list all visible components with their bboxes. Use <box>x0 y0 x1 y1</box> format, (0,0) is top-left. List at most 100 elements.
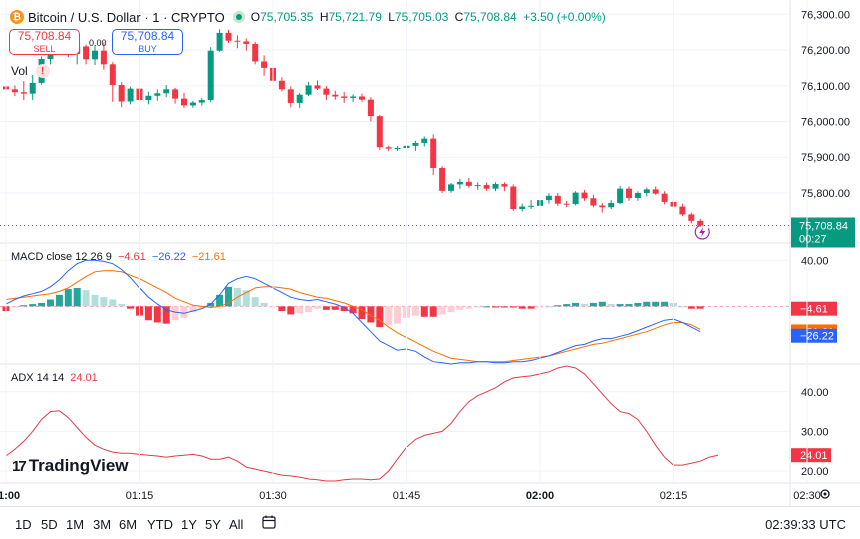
candle-body[interactable] <box>456 181 463 185</box>
candle-body[interactable] <box>465 181 472 186</box>
candle-body[interactable] <box>20 92 27 94</box>
candle-body[interactable] <box>198 100 205 103</box>
timeframe-1m[interactable]: 1M <box>66 517 85 532</box>
candle-body[interactable] <box>367 99 374 117</box>
macd-histogram-bar <box>518 306 526 309</box>
candle-body[interactable] <box>92 50 98 60</box>
calendar-icon[interactable] <box>262 515 276 529</box>
candle-body[interactable] <box>492 184 499 189</box>
clock-utc[interactable]: 02:39:33 UTC <box>765 517 846 532</box>
candle-body[interactable] <box>287 89 294 103</box>
candle-body[interactable] <box>519 206 526 210</box>
candle-body[interactable] <box>252 43 259 62</box>
candle-body[interactable] <box>412 142 419 146</box>
candle-body[interactable] <box>385 147 392 149</box>
last-price-tag-value: 75,708.84 <box>799 220 848 232</box>
candle-body[interactable] <box>430 138 437 168</box>
timeframe-5y[interactable]: 5Y <box>205 517 221 532</box>
sell-button[interactable]: 75,708.84 SELL <box>9 29 80 55</box>
symbol-title[interactable]: Bitcoin / U.S. Dollar · 1 · CRYPTO <box>28 9 225 25</box>
adx-tick-label: 30.00 <box>801 426 829 438</box>
timeframe-3m[interactable]: 3M <box>93 517 112 532</box>
candle-body[interactable] <box>501 184 508 187</box>
adx-legend[interactable]: ADX 14 14 24.01 <box>11 372 98 384</box>
timeframe-5d[interactable]: 5D <box>41 517 58 532</box>
candle-body[interactable] <box>172 89 179 99</box>
candle-body[interactable] <box>421 138 428 143</box>
candle-body[interactable] <box>332 94 339 97</box>
candle-body[interactable] <box>643 189 650 193</box>
timeframe-ytd[interactable]: YTD <box>147 517 173 532</box>
candle-body[interactable] <box>323 88 330 95</box>
candle-body[interactable] <box>483 185 490 189</box>
candle-body[interactable] <box>341 96 348 98</box>
candle-body[interactable] <box>563 203 570 205</box>
timeframe-1y[interactable]: 1Y <box>181 517 197 532</box>
timeframe-6m[interactable]: 6M <box>119 517 138 532</box>
candle-body[interactable] <box>474 185 481 187</box>
warning-icon[interactable]: ! <box>35 64 50 78</box>
macd-histogram-bar <box>696 306 704 309</box>
candle-body[interactable] <box>216 32 223 51</box>
candle-body[interactable] <box>652 189 659 194</box>
buy-button[interactable]: 75,708.84 BUY <box>112 29 183 55</box>
candle-body[interactable] <box>296 94 303 103</box>
candle-body[interactable] <box>697 220 704 226</box>
candle-body[interactable] <box>109 64 116 86</box>
lightning-icon[interactable] <box>694 224 710 240</box>
macd-histogram-bar <box>20 305 28 307</box>
macd-legend[interactable]: MACD close 12 26 9 −4.61 −26.22 −21.61 <box>11 251 226 263</box>
candle-body[interactable] <box>189 102 196 106</box>
candle-body[interactable] <box>145 95 152 101</box>
candle-body[interactable] <box>278 80 285 90</box>
macd-histogram-bar <box>420 306 428 317</box>
candle-body[interactable] <box>127 88 134 102</box>
candle-body[interactable] <box>261 61 268 68</box>
candle-body[interactable] <box>225 32 232 41</box>
candle-body[interactable] <box>314 85 321 89</box>
candle-body[interactable] <box>154 93 161 96</box>
candle-body[interactable] <box>679 206 686 215</box>
candle-body[interactable] <box>626 188 632 198</box>
candle-body[interactable] <box>545 195 552 201</box>
candle-body[interactable] <box>439 167 446 191</box>
candle-body[interactable] <box>590 198 597 206</box>
candle-body[interactable] <box>376 116 383 148</box>
time-tick-label: 01:45 <box>393 490 421 502</box>
candle-body[interactable] <box>608 202 615 208</box>
candle-body[interactable] <box>305 85 312 95</box>
volume-legend[interactable]: Vol ! <box>11 64 50 78</box>
timeframe-1d[interactable]: 1D <box>15 517 32 532</box>
timeframe-all[interactable]: All <box>229 517 244 532</box>
candle-body[interactable] <box>448 184 454 191</box>
candle-body[interactable] <box>207 50 214 101</box>
candle-body[interactable] <box>350 96 357 98</box>
symbol-header[interactable]: ₿ Bitcoin / U.S. Dollar · 1 · CRYPTO O75… <box>10 8 609 26</box>
candle-body[interactable] <box>100 50 107 65</box>
candle-body[interactable] <box>510 186 517 210</box>
candle-body[interactable] <box>83 46 90 60</box>
candle-body[interactable] <box>554 195 561 204</box>
candle-body[interactable] <box>359 96 365 100</box>
gear-icon[interactable] <box>819 488 831 500</box>
candle-body[interactable] <box>11 89 18 93</box>
macd-histogram-bar <box>73 287 81 307</box>
tradingview-logo[interactable]: 17 TradingView <box>12 456 129 476</box>
candle-body[interactable] <box>617 188 624 203</box>
candle-body[interactable] <box>688 214 695 221</box>
candle-body[interactable] <box>234 40 241 42</box>
candle-body[interactable] <box>572 192 579 205</box>
candle-body[interactable] <box>634 192 641 198</box>
candle-body[interactable] <box>243 41 250 44</box>
candle-body[interactable] <box>163 89 170 94</box>
candle-body[interactable] <box>181 98 187 106</box>
macd-histogram-bar <box>474 306 482 308</box>
candle-body[interactable] <box>661 193 668 202</box>
candle-body[interactable] <box>528 205 535 207</box>
candle-body[interactable] <box>599 205 606 208</box>
candle-body[interactable] <box>394 147 401 149</box>
candle-body[interactable] <box>118 85 125 102</box>
candle-body[interactable] <box>29 82 36 94</box>
candle-body[interactable] <box>581 192 588 199</box>
